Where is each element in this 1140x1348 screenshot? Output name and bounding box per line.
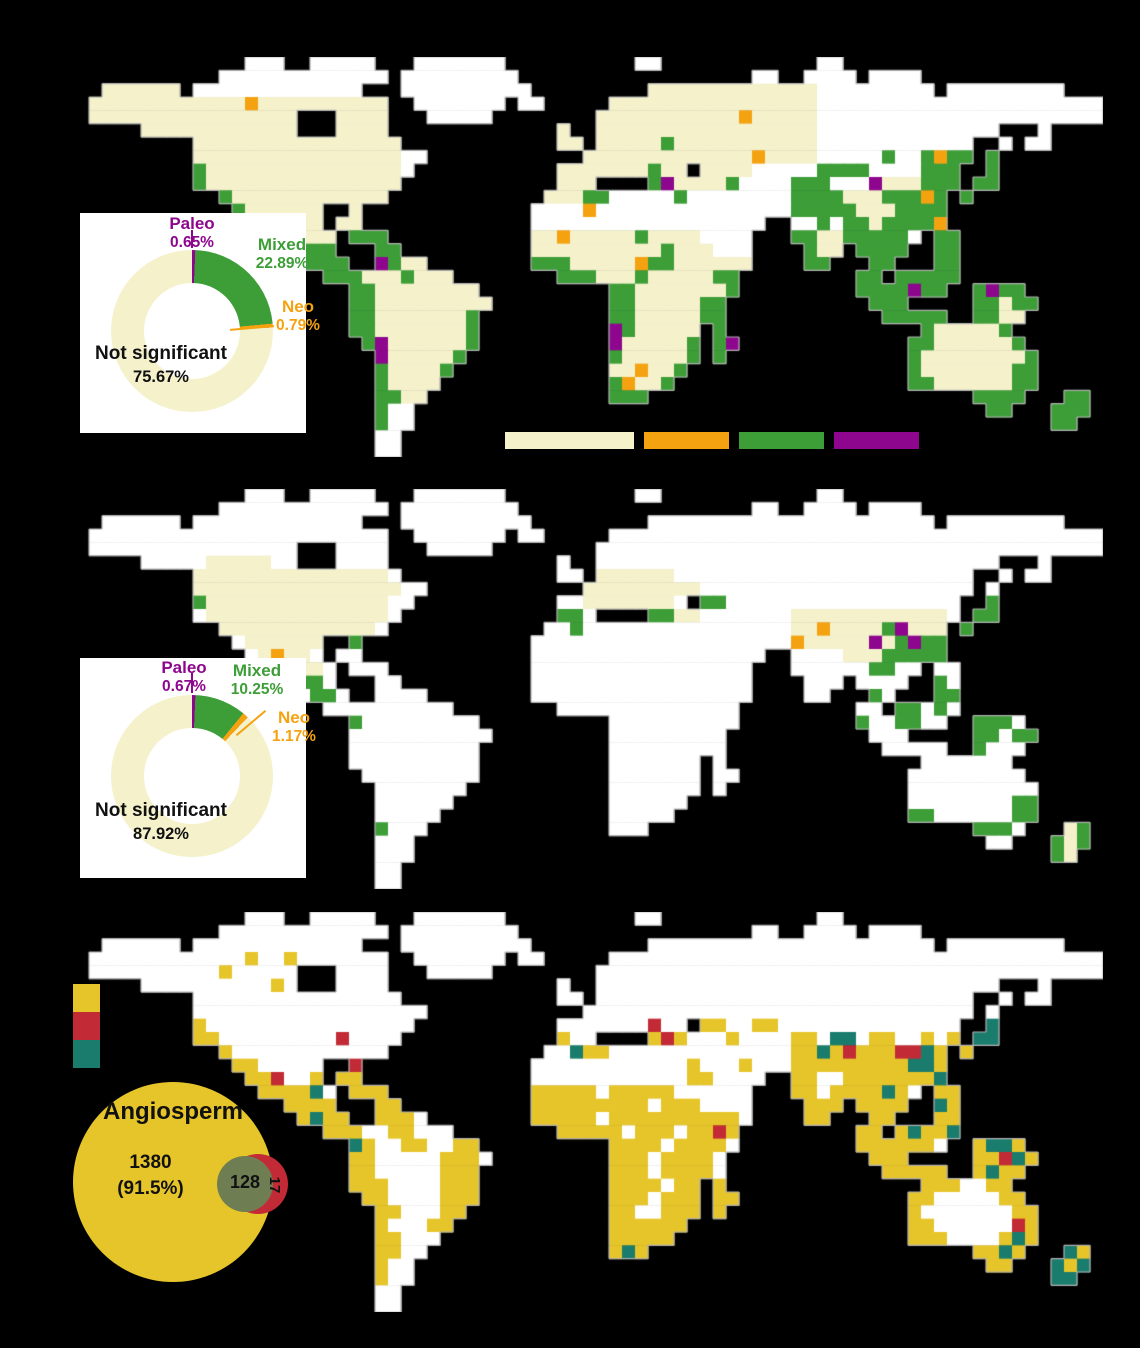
paleo-leader-line: [191, 673, 193, 693]
legend-swatch-neo: [644, 432, 729, 449]
neo-label: Neo 0.79%: [276, 297, 320, 334]
legend-swatch-mixed: [739, 432, 824, 449]
venn-minor-count: 17: [266, 1176, 283, 1194]
legend-swatch-not_significant: [505, 432, 634, 449]
mixed-label: Mixed 10.25%: [230, 661, 284, 698]
not-significant-label: Not significant 87.92%: [95, 800, 227, 843]
venn-title: Angiosperm: [102, 1098, 243, 1125]
legend-swatch-paleo: [834, 432, 919, 449]
paleo-leader-line: [191, 230, 193, 248]
mixed-label: Mixed 22.89%: [255, 235, 309, 272]
donut-hole: [144, 728, 240, 824]
taxa-legend-squares: [73, 984, 100, 1068]
venn-diagram: Angiosperm 1380 (91.5%) 128 17: [73, 1082, 313, 1312]
donut-inset-panel2: Paleo 0.67% Mixed 10.25% Neo 1.17% Not s…: [80, 658, 316, 878]
donut-hole: [144, 283, 240, 379]
legend-square-taxa_yellow: [73, 984, 100, 1012]
donut-inset-panel1: Paleo 0.65% Mixed 22.89% Neo 0.79% Not s…: [80, 213, 320, 433]
legend-square-taxa_teal: [73, 1040, 100, 1068]
venn-overlap-count: 128: [229, 1172, 261, 1192]
neo-label: Neo 1.17%: [272, 708, 316, 745]
paleo-label: Paleo 0.65%: [169, 214, 215, 251]
venn-overlap-circle: [217, 1156, 273, 1212]
venn-main-value: 1380: [129, 1152, 172, 1173]
paleo-label: Paleo 0.67%: [161, 658, 207, 695]
legend-square-taxa_red: [73, 1012, 100, 1040]
venn-main-count: 1380 (91.5%): [103, 1150, 198, 1201]
map-legend-bar: [505, 432, 919, 449]
venn-main-percent: (91.5%): [117, 1177, 184, 1199]
not-significant-label: Not significant 75.67%: [95, 343, 227, 386]
